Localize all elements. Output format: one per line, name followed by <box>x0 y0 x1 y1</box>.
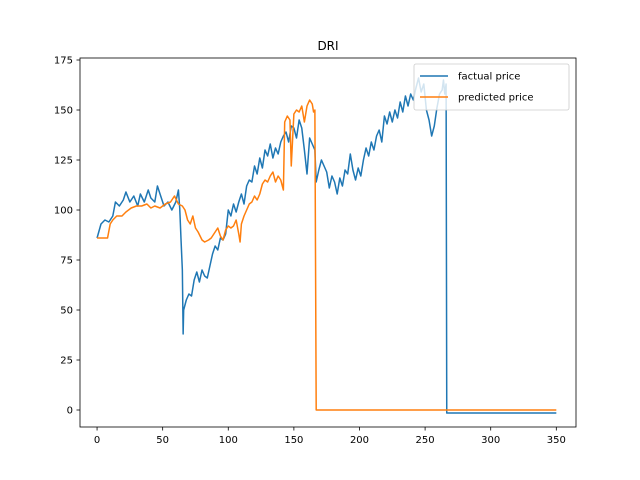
legend-box <box>413 63 570 111</box>
x-tick-label: 350 <box>547 435 566 446</box>
x-tick-label: 250 <box>416 435 435 446</box>
x-tick-label: 300 <box>481 435 500 446</box>
series-line-predicted-price <box>97 99 557 411</box>
y-tick-label: 125 <box>54 156 73 167</box>
plot-area: 0 50 100 150 200 250 300 350 0 25 50 75 100 125 150 175… <box>54 56 577 446</box>
y-tick-label: 0 <box>67 406 73 417</box>
y-tick-label: 175 <box>54 56 73 67</box>
x-tick-label: 150 <box>284 435 303 446</box>
y-tick-label: 100 <box>54 206 73 217</box>
series-line-factual-price <box>96 77 557 414</box>
y-tick-label: 25 <box>60 356 73 367</box>
y-tick-label: 50 <box>60 306 73 317</box>
x-tick-label: 200 <box>350 435 369 446</box>
x-tick-label: 0 <box>94 435 100 446</box>
x-tick-label: 50 <box>156 435 169 446</box>
legend-label: factual price <box>458 72 520 83</box>
y-tick-label: 150 <box>54 106 73 117</box>
x-tick-label: 100 <box>219 435 238 446</box>
axes-frame <box>79 57 577 428</box>
y-tick-label: 75 <box>60 256 73 267</box>
legend-label: predicted price <box>458 93 534 104</box>
chart-title: DRI <box>317 39 338 53</box>
